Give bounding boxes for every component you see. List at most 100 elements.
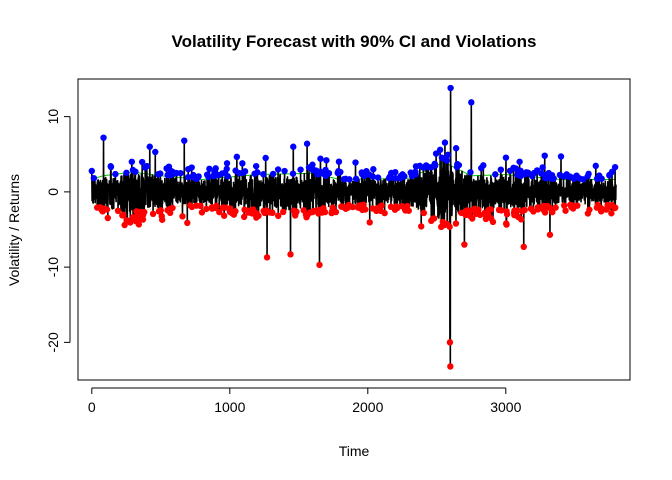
x-tick-label: 0 [88,399,96,415]
lower-violation-point [446,339,454,346]
upper-violation-point [128,158,136,165]
upper-violation-point [592,162,599,170]
upper-violation-point [517,167,524,174]
upper-violation-point [281,167,288,175]
upper-violation-point [184,173,192,181]
lower-violation-point [269,209,276,217]
lower-violation-point [446,223,453,230]
upper-violation-point [412,171,419,178]
upper-violation-point [392,174,399,182]
x-tick-label: 1000 [214,399,245,415]
lower-violation-point [498,207,505,214]
upper-violation-point [608,168,616,176]
y-axis-label: Volatility / Returns [6,174,22,286]
upper-violation-point [100,134,107,141]
lower-violation-point [263,254,271,261]
y-tick-label: 0 [45,188,61,196]
upper-violation-point [157,170,164,177]
lower-violation-point [574,202,581,209]
upper-violation-point [557,153,565,160]
upper-violation-point [337,168,344,176]
upper-violation-point [223,160,231,167]
lower-violation-point [127,219,134,226]
lower-violation-point [321,208,329,216]
lower-violation-point [120,211,127,219]
lower-violation-point [232,208,239,215]
upper-violation-point [112,170,119,178]
lower-violation-point [293,208,300,216]
lower-violation-point [514,207,521,214]
upper-violation-point [492,171,499,178]
lower-violation-point [275,212,282,220]
lower-violation-point [405,207,412,214]
lower-violation-point [169,204,176,212]
upper-violation-point [444,151,452,158]
lower-violation-point [430,215,438,222]
x-tick-label: 3000 [490,399,521,415]
upper-violation-point [468,99,475,106]
lower-violation-point [418,223,425,230]
lower-violation-point [216,208,223,216]
lower-violation-point [157,207,164,214]
lower-violation-point [546,231,554,238]
lower-violation-point [332,208,340,216]
upper-violation-point [289,170,297,177]
upper-violation-point [325,170,333,177]
upper-violation-point [502,154,510,161]
lower-violation-point [503,211,511,218]
upper-violation-point [598,175,605,182]
lower-violation-point [362,206,369,213]
upper-violation-point [107,163,115,171]
lower-violation-point [552,204,559,211]
upper-violation-point [309,161,316,168]
upper-violation-point [138,158,146,166]
upper-violation-point [233,153,241,161]
lower-violation-point [608,210,615,217]
upper-violation-point [335,158,343,165]
lower-violation-point [562,207,569,214]
upper-violation-point [303,140,311,147]
upper-violation-point [441,139,449,146]
upper-violation-point [205,173,212,180]
upper-violation-point [241,168,249,175]
y-tick-label: 10 [45,109,61,125]
upper-violation-point [374,174,382,181]
upper-violation-point [206,165,213,172]
lower-violation-point [213,202,220,210]
upper-violation-point [585,170,592,178]
upper-violation-point [480,162,487,169]
upper-violation-point [274,166,282,173]
upper-violation-point [436,146,444,154]
lower-violation-point [520,243,527,251]
lower-violation-point [366,219,373,226]
lower-violation-point [158,216,166,223]
upper-violation-point [370,166,377,173]
lower-violation-point [287,251,294,258]
lower-violation-point [349,203,356,211]
upper-violation-point [212,165,219,172]
plot-box [77,78,631,381]
lower-violation-point [452,220,460,227]
upper-violation-point [90,174,98,182]
lower-violation-point [381,209,388,217]
lower-violation-point [220,212,228,219]
lower-violation-point [240,213,248,221]
lower-violation-point [489,218,497,226]
lower-violation-point [560,202,568,209]
upper-violation-point [352,159,359,166]
upper-violation-point [223,165,230,173]
lower-violation-point [475,206,482,213]
x-axis: 0 1000 2000 3000 [88,387,522,415]
lower-violation-point [517,216,525,223]
upper-violation-point [455,161,463,169]
upper-violation-point [262,154,269,162]
y-tick-label: -10 [45,257,61,277]
lower-violation-point [487,206,494,213]
lower-violation-point [549,208,556,216]
lower-violation-point [503,221,510,228]
lower-violation-point [149,210,157,217]
upper-violation-point [177,169,184,177]
upper-violation-point [443,157,450,164]
upper-violation-point [447,84,454,92]
